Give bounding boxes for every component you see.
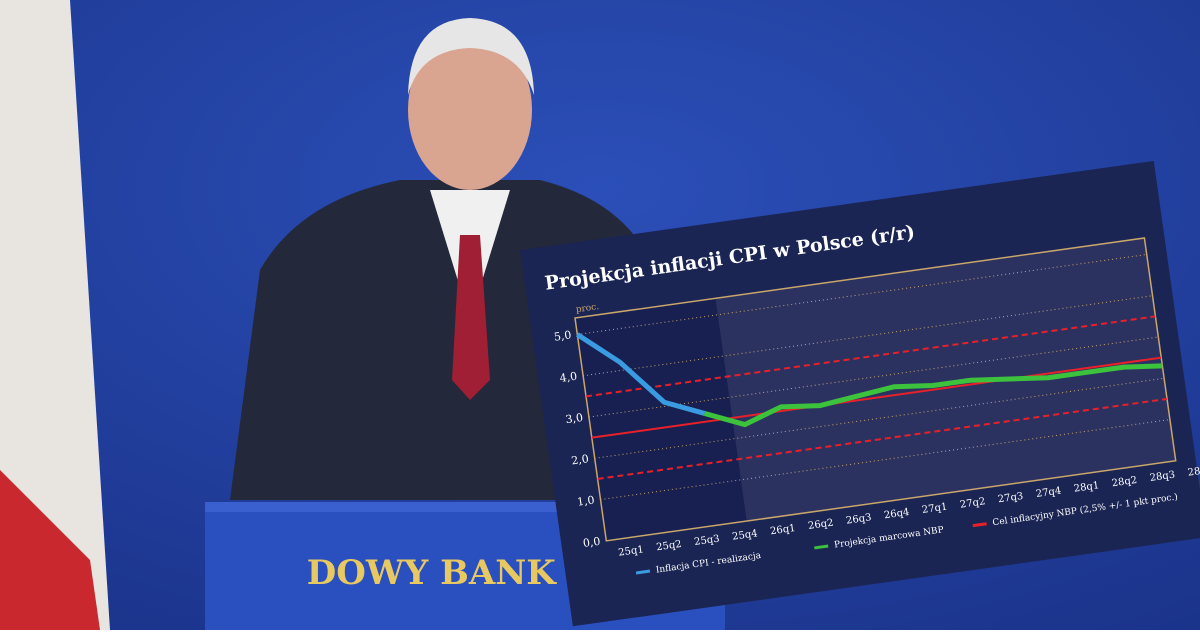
series-line <box>703 363 1163 428</box>
target-lower <box>597 397 1168 480</box>
y-tick-label: 0,0 <box>582 535 601 550</box>
flag-red <box>0 470 100 630</box>
y-tick-label: 1,0 <box>576 493 595 508</box>
legend-swatch <box>972 522 987 528</box>
x-tick-label: 28q3 <box>1149 470 1176 484</box>
chart: Projekcja inflacji CPI w Polsce (r/r)pro… <box>520 160 1200 627</box>
y-tick-label: 5,0 <box>553 328 572 343</box>
target-upper <box>585 315 1156 398</box>
target-line <box>591 356 1162 439</box>
x-tick-label: 27q1 <box>921 502 948 516</box>
legend-swatch <box>635 569 651 575</box>
x-tick-label: 27q3 <box>997 491 1024 505</box>
legend-swatch <box>814 544 829 550</box>
x-tick-label: 25q4 <box>732 528 759 542</box>
x-tick-label: 26q2 <box>807 518 834 532</box>
x-tick-label: 28q1 <box>1073 480 1100 494</box>
forecast-shade <box>715 237 1176 522</box>
x-tick-label: 26q4 <box>883 507 910 521</box>
x-tick-label: 27q2 <box>959 496 986 510</box>
x-tick-label: 26q3 <box>845 512 872 526</box>
y-label: proc. <box>575 302 600 315</box>
podium-text: DOWY BANK P <box>307 553 594 593</box>
x-tick-label: 25q2 <box>656 539 683 553</box>
flag-white <box>0 0 110 630</box>
y-tick-label: 2,0 <box>570 452 589 467</box>
series-line <box>575 332 706 416</box>
y-tick-label: 4,0 <box>559 370 578 385</box>
x-tick-label: 26q1 <box>769 523 796 537</box>
x-tick-label: 28q2 <box>1111 475 1138 489</box>
y-tick-label: 3,0 <box>565 411 584 426</box>
x-tick-label: 25q3 <box>694 534 721 548</box>
plot-frame <box>574 237 1177 542</box>
x-tick-label: 27q4 <box>1035 486 1062 500</box>
x-tick-label: 28q4 <box>1187 464 1200 478</box>
x-tick-label: 25q1 <box>618 544 645 558</box>
